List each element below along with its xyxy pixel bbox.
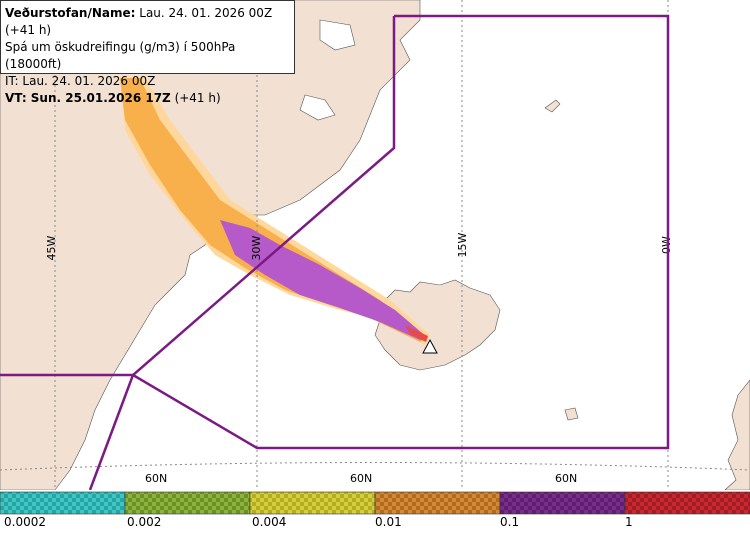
initial-time: IT: Lau. 24. 01. 2026 00Z <box>5 74 156 88</box>
lon-label-45w: 45W <box>45 235 58 260</box>
forecast-info-box: Veðurstofan/Name: Lau. 24. 01. 2026 00Z … <box>0 0 295 105</box>
lat-label-60n: 60N <box>555 472 577 485</box>
legend-swatch-green <box>124 491 251 515</box>
legend-swatch-purple <box>499 491 626 515</box>
ash-plume-red <box>405 325 428 342</box>
ash-plume-light <box>120 78 430 345</box>
jan-mayen-island <box>544 99 561 113</box>
legend-swatch-yellow <box>249 491 376 515</box>
legend-threshold-label: 0.01 <box>375 515 402 529</box>
name-label: Veðurstofan/Name: <box>5 6 136 20</box>
valid-time-label: VT: Sun. 25.01.2026 17Z <box>5 91 171 105</box>
fir-boundary <box>0 373 135 491</box>
legend-swatch-orange <box>374 491 501 515</box>
lat-label-60n: 60N <box>350 472 372 485</box>
volcano-marker-icon <box>422 338 438 354</box>
parallel-60n <box>0 462 750 471</box>
greenland-fjord <box>299 94 336 121</box>
legend-threshold-label: 0.0002 <box>4 515 46 529</box>
lon-label-15w: 15W <box>456 232 469 257</box>
greenland-land <box>0 0 421 491</box>
legend-swatches <box>0 491 750 515</box>
legend-swatch-red <box>624 491 750 515</box>
forecast-description: Spá um öskudreifingu (g/m3) í 500hPa (18… <box>5 40 236 71</box>
fir-boundary <box>130 14 670 450</box>
concentration-legend: 0.0002 0.002 0.004 0.01 0.1 1 <box>0 490 750 532</box>
name-value: Lau. 24. 01. 2026 00Z (+41 h) <box>5 6 273 37</box>
lon-label-30w: 30W <box>250 235 263 260</box>
ash-plume-purple <box>220 220 428 340</box>
legend-swatch-cyan <box>0 491 126 515</box>
iceland-land <box>374 279 501 371</box>
legend-threshold-label: 0.002 <box>127 515 162 529</box>
lon-label-0w: 0W <box>660 236 673 254</box>
legend-threshold-label: 0.004 <box>252 515 287 529</box>
legend-threshold-label: 1 <box>625 515 633 529</box>
legend-threshold-label: 0.1 <box>500 515 520 529</box>
faroe-islands <box>564 407 579 421</box>
lat-label-60n: 60N <box>145 472 167 485</box>
valid-time-suffix: (+41 h) <box>170 91 221 105</box>
greenland-fjord <box>319 19 356 51</box>
